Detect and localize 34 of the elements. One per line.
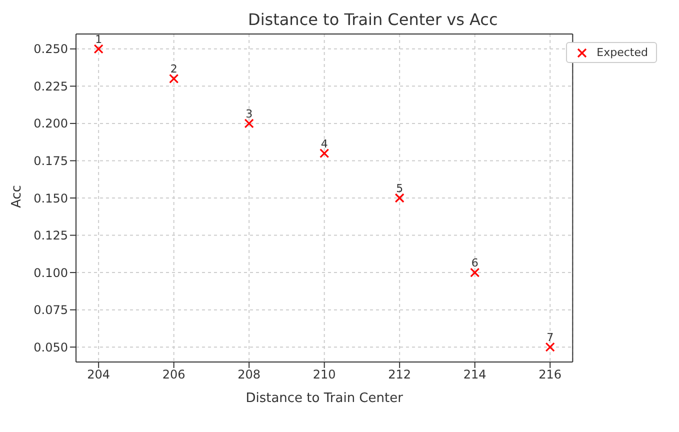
y-tick-label: 0.100 xyxy=(34,266,68,280)
annotation: 1 xyxy=(95,32,102,46)
annotation: 6 xyxy=(471,256,478,270)
y-tick-label: 0.200 xyxy=(34,116,68,131)
chart-title: Distance to Train Center vs Acc xyxy=(247,10,499,29)
legend-label: Expected xyxy=(596,46,648,59)
y-tick-label: 0.150 xyxy=(34,191,68,206)
annotation: 4 xyxy=(320,137,328,150)
x-tick-label: 206 xyxy=(162,368,186,382)
point xyxy=(169,74,179,84)
x-tick-label: 204 xyxy=(87,368,110,382)
x-axis-title: Distance to Train Center xyxy=(246,391,404,406)
annotation: 7 xyxy=(546,331,554,344)
x-tick-label: 214 xyxy=(463,368,486,382)
x-tick-label: 212 xyxy=(388,368,412,382)
y-tick-label: 0.225 xyxy=(34,79,68,94)
point xyxy=(94,44,104,54)
y-tick-label: 0.250 xyxy=(34,42,68,56)
y-axis-title: Acc xyxy=(10,185,25,208)
point xyxy=(394,193,404,203)
y-tick-label: 0.050 xyxy=(34,340,68,354)
point xyxy=(470,268,480,278)
annotation: 2 xyxy=(170,62,178,76)
y-tick-label: 0.075 xyxy=(34,303,68,318)
x-tick-label: 208 xyxy=(238,368,261,382)
y-tick-label: 0.175 xyxy=(34,154,68,168)
annotation: 3 xyxy=(246,107,253,120)
point xyxy=(545,342,555,352)
y-tick-label: 0.125 xyxy=(34,228,68,243)
x-tick-label: 210 xyxy=(312,368,336,382)
annotation: 5 xyxy=(396,182,404,195)
point xyxy=(320,148,330,158)
x-tick-label: 216 xyxy=(538,368,562,382)
point xyxy=(244,118,254,128)
